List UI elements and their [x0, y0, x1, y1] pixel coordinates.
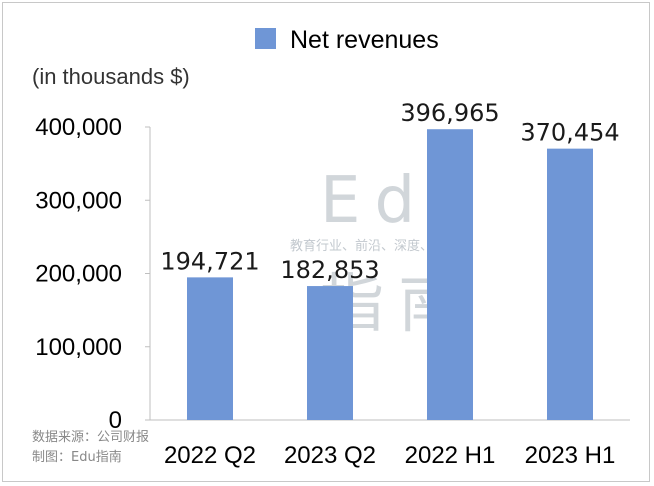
data-label: 194,721 — [160, 247, 259, 275]
bar-2023-q2 — [307, 286, 353, 420]
category-label: 2022 Q2 — [164, 442, 256, 469]
data-label: 370,454 — [520, 119, 619, 147]
bars — [187, 129, 593, 420]
bar-2022-q2 — [187, 277, 233, 420]
source-line-1: 数据来源：公司财报 — [32, 430, 149, 445]
category-label: 2023 Q2 — [284, 442, 376, 469]
legend-swatch — [255, 28, 276, 49]
category-labels: 2022 Q2 2023 Q2 2022 H1 2023 H1 — [164, 442, 615, 469]
category-label: 2022 H1 — [405, 442, 496, 469]
y-tick-label: 200,000 — [35, 261, 122, 288]
data-labels: 194,721 182,853 396,965 370,454 — [160, 99, 619, 284]
data-label: 396,965 — [400, 99, 499, 127]
y-tick-label: 300,000 — [35, 187, 122, 214]
bar-2022-h1 — [427, 129, 473, 420]
y-tick-label: 0 — [109, 407, 122, 434]
source-line-2: 制图：Edu指南 — [32, 449, 122, 465]
y-tick-label: 400,000 — [35, 114, 122, 141]
legend-label: Net revenues — [290, 26, 439, 54]
y-tick-label: 100,000 — [35, 334, 122, 361]
bar-2023-h1 — [547, 148, 593, 420]
y-axis-label: (in thousands $) — [32, 64, 190, 89]
y-ticks: 0 100,000 200,000 300,000 400,000 — [35, 114, 150, 434]
category-label: 2023 H1 — [525, 442, 616, 469]
data-label: 182,853 — [280, 256, 379, 284]
watermark-tagline: 教育行业、前沿、深度、独家 — [290, 238, 459, 254]
